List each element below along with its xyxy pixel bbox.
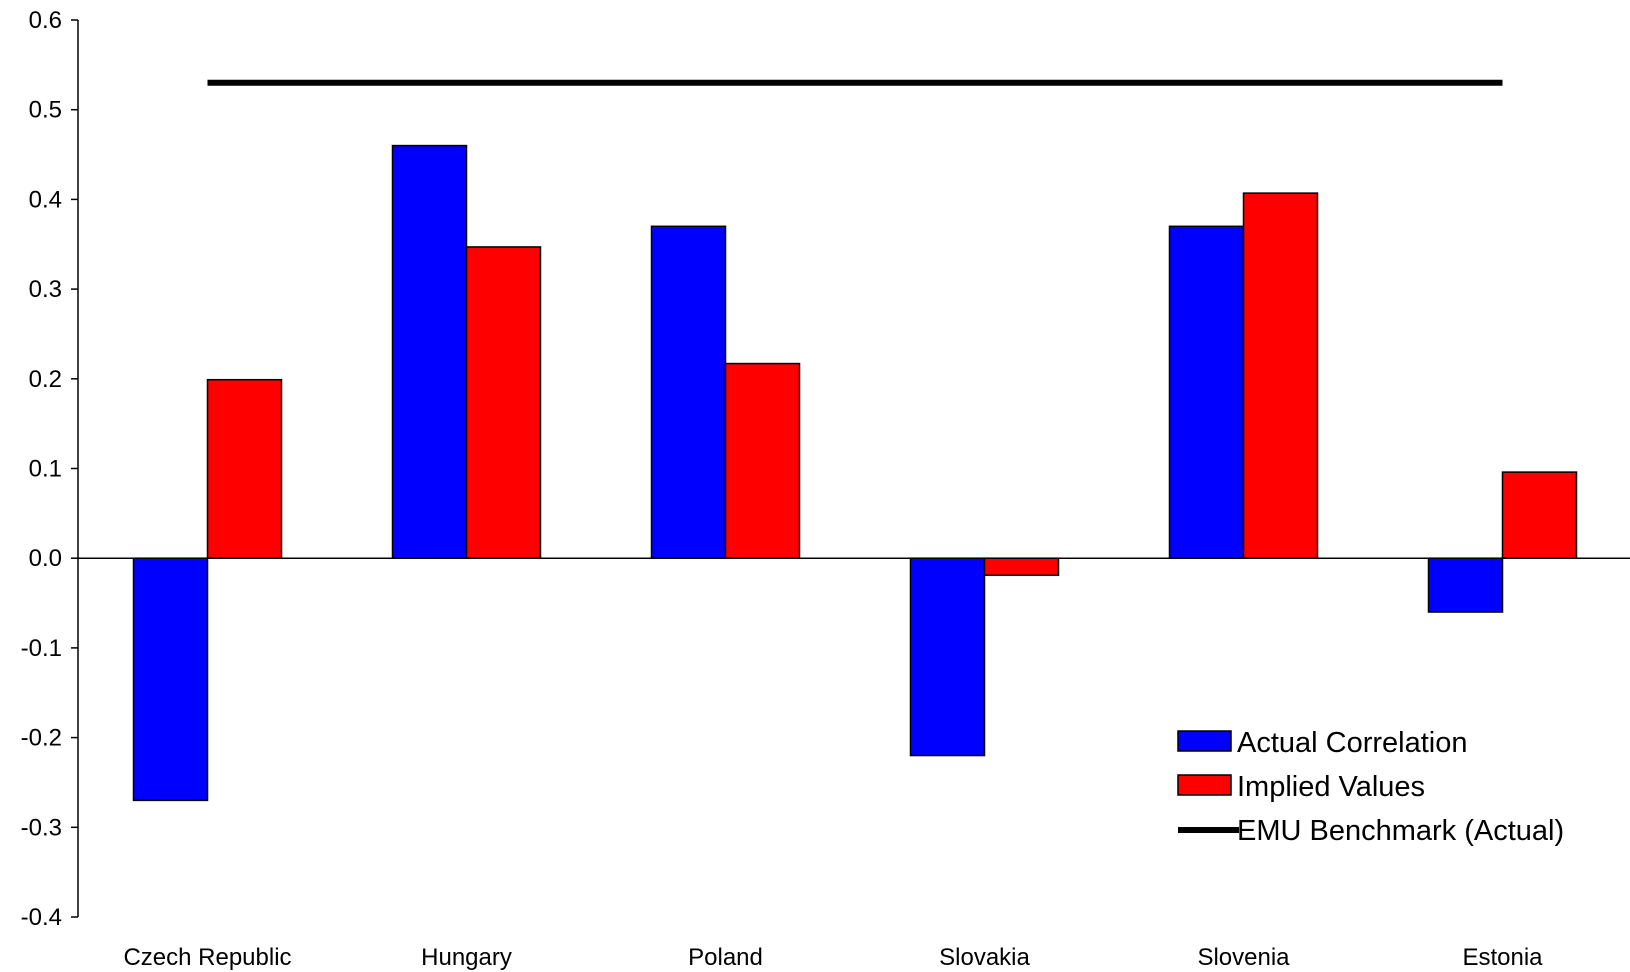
bars [132,144,1578,802]
y-tick-label: -0.3 [21,814,62,841]
legend-label: Actual Correlation [1237,727,1468,759]
x-category-label: Slovakia [939,944,1030,971]
x-category-label: Poland [688,944,763,971]
y-tick-label: -0.1 [21,635,62,662]
bar-actual [1427,557,1504,613]
bar-implied [206,378,283,559]
x-category-label: Slovenia [1197,944,1290,971]
y-tick-label: -0.4 [21,904,62,931]
bar-implied [983,557,1060,576]
y-tick-label: 0.0 [29,545,62,572]
bar-implied [724,362,801,559]
bar-implied [1501,471,1578,559]
y-tick-label: 0.1 [29,456,62,483]
x-category-label: Czech Republic [123,944,291,971]
bar-actual [650,225,727,559]
y-tick-label: 0.6 [29,7,62,34]
x-category-label: Estonia [1462,944,1543,971]
bar-actual [391,144,468,559]
bar-actual [132,557,209,802]
legend-swatch-actual [1177,730,1232,752]
bar-actual [1168,225,1245,559]
y-axis: -0.4 -0.3 -0.2 -0.1 0.0 0.1 0.2 0.3 0.4 0.5 0.6 [21,7,79,931]
x-category-label: Hungary [421,944,512,971]
y-tick-label: 0.4 [29,186,62,213]
legend: Actual Correlation Implied Values EMU Benc… [1177,727,1564,847]
y-tick-label: 0.3 [29,276,62,303]
legend-label: EMU Benchmark (Actual) [1237,815,1564,847]
x-axis-labels: Czech Republic Hungary Poland Slovakia Slove… [123,944,1543,971]
legend-swatch-implied [1177,774,1232,796]
bar-actual [909,557,986,757]
y-tick-label: 0.2 [29,366,62,393]
y-tick-label: 0.5 [29,97,62,124]
bar-implied [1242,192,1319,559]
bar-implied [465,246,542,559]
y-tick-label: -0.2 [21,725,62,752]
legend-label: Implied Values [1237,771,1425,803]
